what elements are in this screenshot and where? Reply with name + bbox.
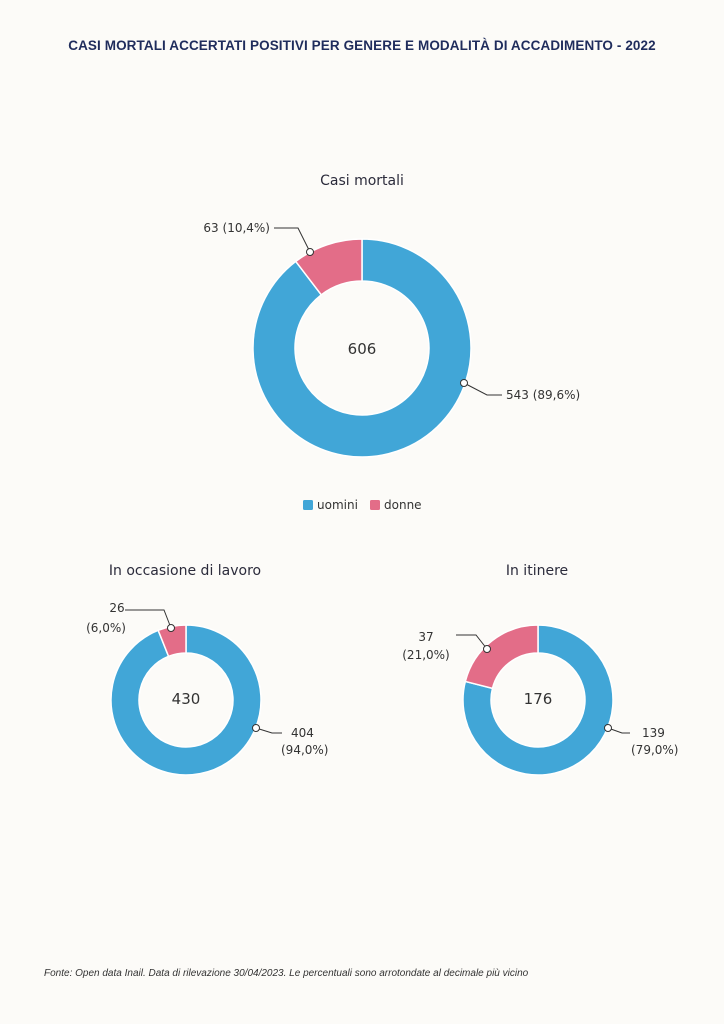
leader-line: [274, 227, 311, 253]
donut-slice-donne[interactable]: [464, 624, 539, 690]
legend-swatch: [370, 500, 380, 510]
data-label-uomini-value: 139: [642, 726, 665, 740]
legend-label: donne: [384, 498, 422, 512]
chart-title: Casi mortali: [320, 173, 404, 189]
data-label-donne-percent: (21,0%): [402, 648, 449, 662]
leader-dot: [167, 624, 175, 632]
leader-dot: [460, 379, 468, 387]
leader-line: [607, 727, 630, 734]
donut-center-total: 176: [524, 690, 553, 708]
legend-swatch: [303, 500, 313, 510]
leader-dot: [604, 724, 612, 732]
donut-slice-uomini[interactable]: [462, 624, 614, 776]
donut-slice-uomini[interactable]: [110, 624, 262, 776]
legend-item-uomini[interactable]: uomini: [303, 498, 358, 512]
donut-chart-occasione-lavoro: In occasione di lavoro 430 26 (6,0%) 404…: [86, 563, 328, 776]
data-label-donne: 63 (10,4%): [203, 221, 270, 235]
leader-line: [463, 382, 502, 396]
leader-dot: [483, 645, 491, 653]
data-label-uomini-percent: (79,0%): [631, 743, 678, 757]
leader-dot: [306, 248, 314, 256]
data-label-uomini-percent: (94,0%): [281, 743, 328, 757]
donut-center-total: 430: [172, 690, 201, 708]
data-label-donne-percent: (6,0%): [86, 621, 126, 635]
donut-center-total: 606: [348, 340, 377, 358]
footnote: Fonte: Open data Inail. Data di rilevazi…: [44, 968, 529, 979]
leader-line: [125, 609, 172, 629]
data-label-uomini: 543 (89,6%): [506, 388, 580, 402]
legend-item-donne[interactable]: donne: [370, 498, 422, 512]
legend-label: uomini: [317, 498, 358, 512]
data-label-donne-value: 26: [109, 601, 124, 615]
donut-chart-casi-mortali: Casi mortali 606 63 (10,4%) 543 (89,6%): [203, 173, 580, 458]
leader-dot: [252, 724, 260, 732]
legend: uomini donne: [303, 498, 422, 512]
data-label-uomini-value: 404: [291, 726, 314, 740]
page-title: CASI MORTALI ACCERTATI POSITIVI PER GENE…: [68, 38, 656, 53]
chart-title: In itinere: [506, 563, 568, 579]
donut-slice-uomini[interactable]: [252, 238, 472, 458]
data-label-donne-value: 37: [418, 630, 433, 644]
chart-title: In occasione di lavoro: [109, 563, 261, 579]
leader-line: [456, 634, 488, 650]
leader-line: [255, 727, 282, 734]
donut-chart-in-itinere: In itinere 176 37 (21,0%) 139 (79,0%): [402, 563, 678, 776]
